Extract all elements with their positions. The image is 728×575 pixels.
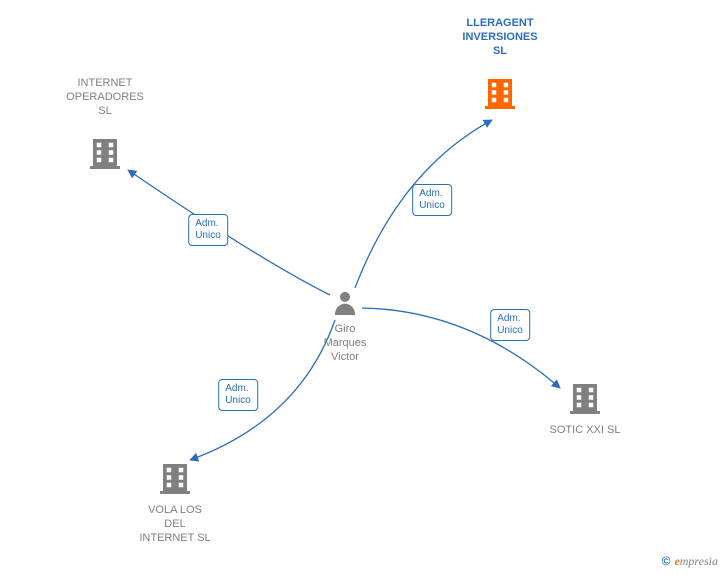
watermark-rest: mpresia bbox=[680, 554, 718, 568]
building-icon bbox=[567, 380, 603, 421]
node-label: LLERAGENT INVERSIONES SL bbox=[462, 17, 537, 58]
watermark-copy: © bbox=[662, 554, 671, 568]
edge-label: Adm. Unico bbox=[188, 214, 228, 246]
node-label: Giro Marques Victor bbox=[324, 323, 367, 364]
node-label: INTERNET OPERADORES SL bbox=[66, 77, 144, 118]
person-icon bbox=[330, 288, 360, 323]
node-label: SOTIC XXI SL bbox=[550, 424, 621, 438]
edge-arrow bbox=[190, 320, 335, 460]
edge-arrow bbox=[362, 308, 560, 388]
edge-label: Adm. Unico bbox=[412, 184, 452, 216]
building-icon bbox=[87, 135, 123, 176]
edge-label: Adm. Unico bbox=[218, 379, 258, 411]
edge-arrow bbox=[128, 170, 330, 295]
edge-label: Adm. Unico bbox=[490, 309, 530, 341]
watermark: ©empresia bbox=[662, 554, 718, 569]
building-icon bbox=[157, 460, 193, 501]
building-icon bbox=[482, 75, 518, 116]
node-label: VOLA LOS DEL INTERNET SL bbox=[139, 504, 210, 545]
